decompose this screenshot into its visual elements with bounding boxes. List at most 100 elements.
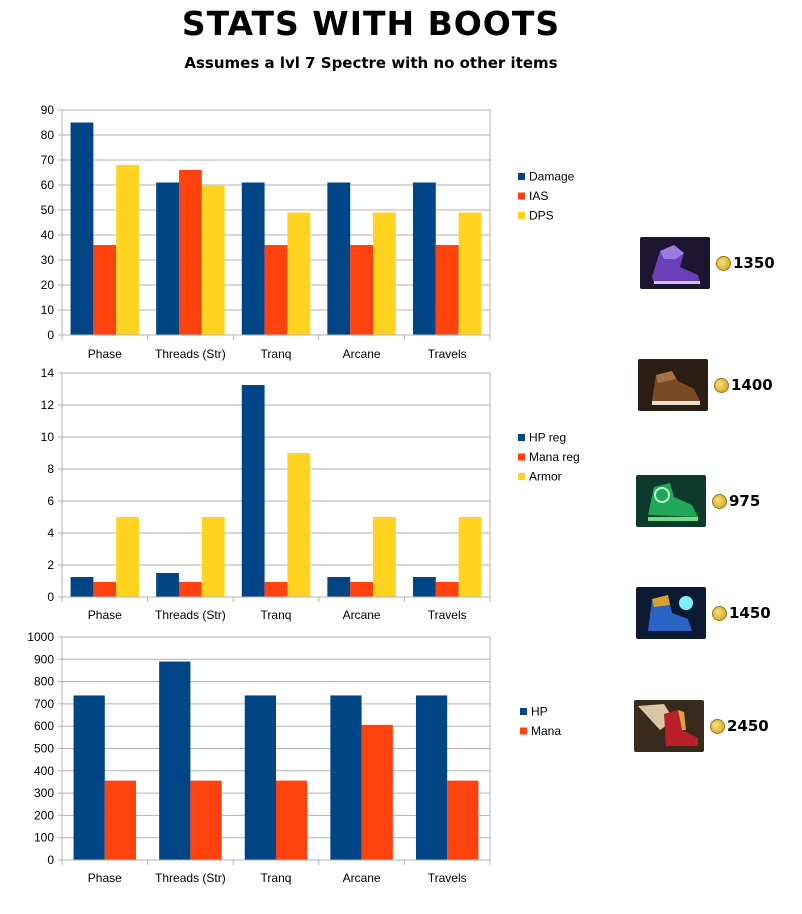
y-tick-label: 30	[41, 253, 55, 267]
bar-armor	[201, 517, 225, 597]
bar-hp	[415, 695, 448, 860]
boots-of-travel-icon	[634, 700, 704, 752]
bar-dps	[287, 212, 311, 335]
gold-coin-icon	[714, 377, 729, 393]
bar-hp	[330, 695, 362, 860]
y-tick-label: 100	[34, 831, 54, 845]
bar-hp-reg	[412, 577, 436, 597]
gold-coin-icon	[712, 605, 727, 621]
phase-boots-icon	[640, 237, 710, 289]
boot-tranq: 975	[636, 475, 760, 527]
y-tick-label: 70	[41, 153, 55, 167]
boot-travels: 2450	[634, 700, 769, 752]
y-tick-label: 0	[47, 328, 54, 342]
power-treads-icon	[638, 359, 708, 411]
y-tick-label: 10	[41, 303, 55, 317]
x-tick-label: Arcane	[343, 608, 381, 622]
bar-hp	[73, 695, 105, 860]
boot-treads: 1400	[638, 359, 773, 411]
y-tick-label: 500	[34, 742, 54, 756]
legend-swatch	[518, 453, 525, 461]
legend-label: Armor	[529, 470, 562, 484]
bar-damage	[412, 182, 436, 335]
legend-swatch	[518, 473, 525, 480]
price-label: 1350	[733, 254, 775, 272]
price-arcane: 1450	[712, 604, 771, 622]
y-tick-label: 400	[34, 764, 54, 778]
legend-swatch	[518, 173, 525, 180]
bar-damage	[156, 182, 179, 335]
x-tick-label: Phase	[88, 871, 122, 885]
y-tick-label: 600	[34, 719, 54, 733]
x-tick-label: Tranq	[261, 347, 292, 361]
y-tick-label: 6	[47, 494, 54, 508]
x-tick-label: Threads (Str)	[155, 347, 226, 361]
x-tick-label: Travels	[428, 347, 467, 361]
y-tick-label: 8	[47, 462, 54, 476]
y-tick-label: 0	[47, 853, 54, 867]
legend-label: HP reg	[529, 431, 566, 445]
bar-hp-reg	[241, 385, 265, 597]
bar-armor	[458, 517, 482, 597]
x-tick-label: Tranq	[261, 871, 292, 885]
bar-hp-reg	[156, 573, 179, 597]
x-tick-label: Threads (Str)	[155, 608, 226, 622]
bar-ias	[350, 245, 374, 335]
y-tick-label: 60	[41, 178, 55, 192]
legend-label: HP	[531, 705, 548, 719]
y-tick-label: 900	[34, 652, 54, 666]
legend-label: IAS	[529, 189, 548, 203]
y-tick-label: 14	[41, 366, 55, 380]
bar-hp	[244, 695, 276, 860]
price-travels: 2450	[710, 717, 769, 735]
bar-hp	[159, 661, 191, 860]
y-tick-label: 200	[34, 808, 54, 822]
price-label: 1400	[731, 376, 773, 394]
legend-swatch	[518, 192, 525, 200]
bar-armor	[287, 453, 311, 597]
legend-label: Mana	[531, 724, 561, 738]
bar-mana-reg	[264, 581, 288, 597]
y-tick-label: 90	[41, 103, 55, 117]
bar-hp-reg	[327, 577, 351, 597]
bar-mana	[104, 780, 137, 860]
bar-ias	[178, 170, 202, 335]
gold-coin-icon	[716, 255, 731, 271]
x-tick-label: Arcane	[343, 347, 381, 361]
price-label: 2450	[727, 717, 769, 735]
bar-mana	[276, 780, 308, 860]
price-label: 1450	[729, 604, 771, 622]
legend-label: Damage	[529, 170, 575, 184]
gold-coin-icon	[712, 493, 727, 509]
bar-damage	[70, 122, 94, 335]
bar-damage	[241, 182, 265, 335]
bar-armor	[116, 517, 140, 597]
legend-swatch	[520, 708, 527, 715]
x-tick-label: Travels	[428, 608, 467, 622]
y-tick-label: 50	[41, 203, 55, 217]
y-tick-label: 10	[41, 430, 55, 444]
bar-mana	[190, 780, 222, 860]
boot-phase: 1350	[640, 237, 775, 289]
y-tick-label: 300	[34, 786, 54, 800]
x-tick-label: Arcane	[343, 871, 381, 885]
bar-ias	[435, 245, 459, 335]
bar-ias	[93, 245, 117, 335]
page-subtitle: Assumes a lvl 7 Spectre with no other it…	[184, 54, 558, 72]
y-tick-label: 80	[41, 128, 55, 142]
page-title: STATS WITH BOOTS	[181, 4, 561, 43]
legend-swatch	[518, 434, 525, 441]
bar-damage	[327, 182, 351, 335]
bar-mana-reg	[93, 581, 117, 597]
bar-mana	[361, 724, 393, 860]
x-tick-label: Travels	[428, 871, 467, 885]
bar-mana-reg	[178, 581, 202, 597]
bar-mana-reg	[350, 581, 374, 597]
bar-dps	[458, 212, 482, 335]
y-tick-label: 4	[47, 526, 54, 540]
regen-armor-chart: 0 2 4 6 8 10 12 14 Phase Threads (Str) Tranq Arcane…	[41, 366, 580, 622]
arcane-boots-icon	[636, 587, 706, 639]
y-tick-label: 12	[41, 398, 55, 412]
price-tranq: 975	[712, 492, 760, 510]
x-tick-label: Threads (Str)	[155, 871, 226, 885]
